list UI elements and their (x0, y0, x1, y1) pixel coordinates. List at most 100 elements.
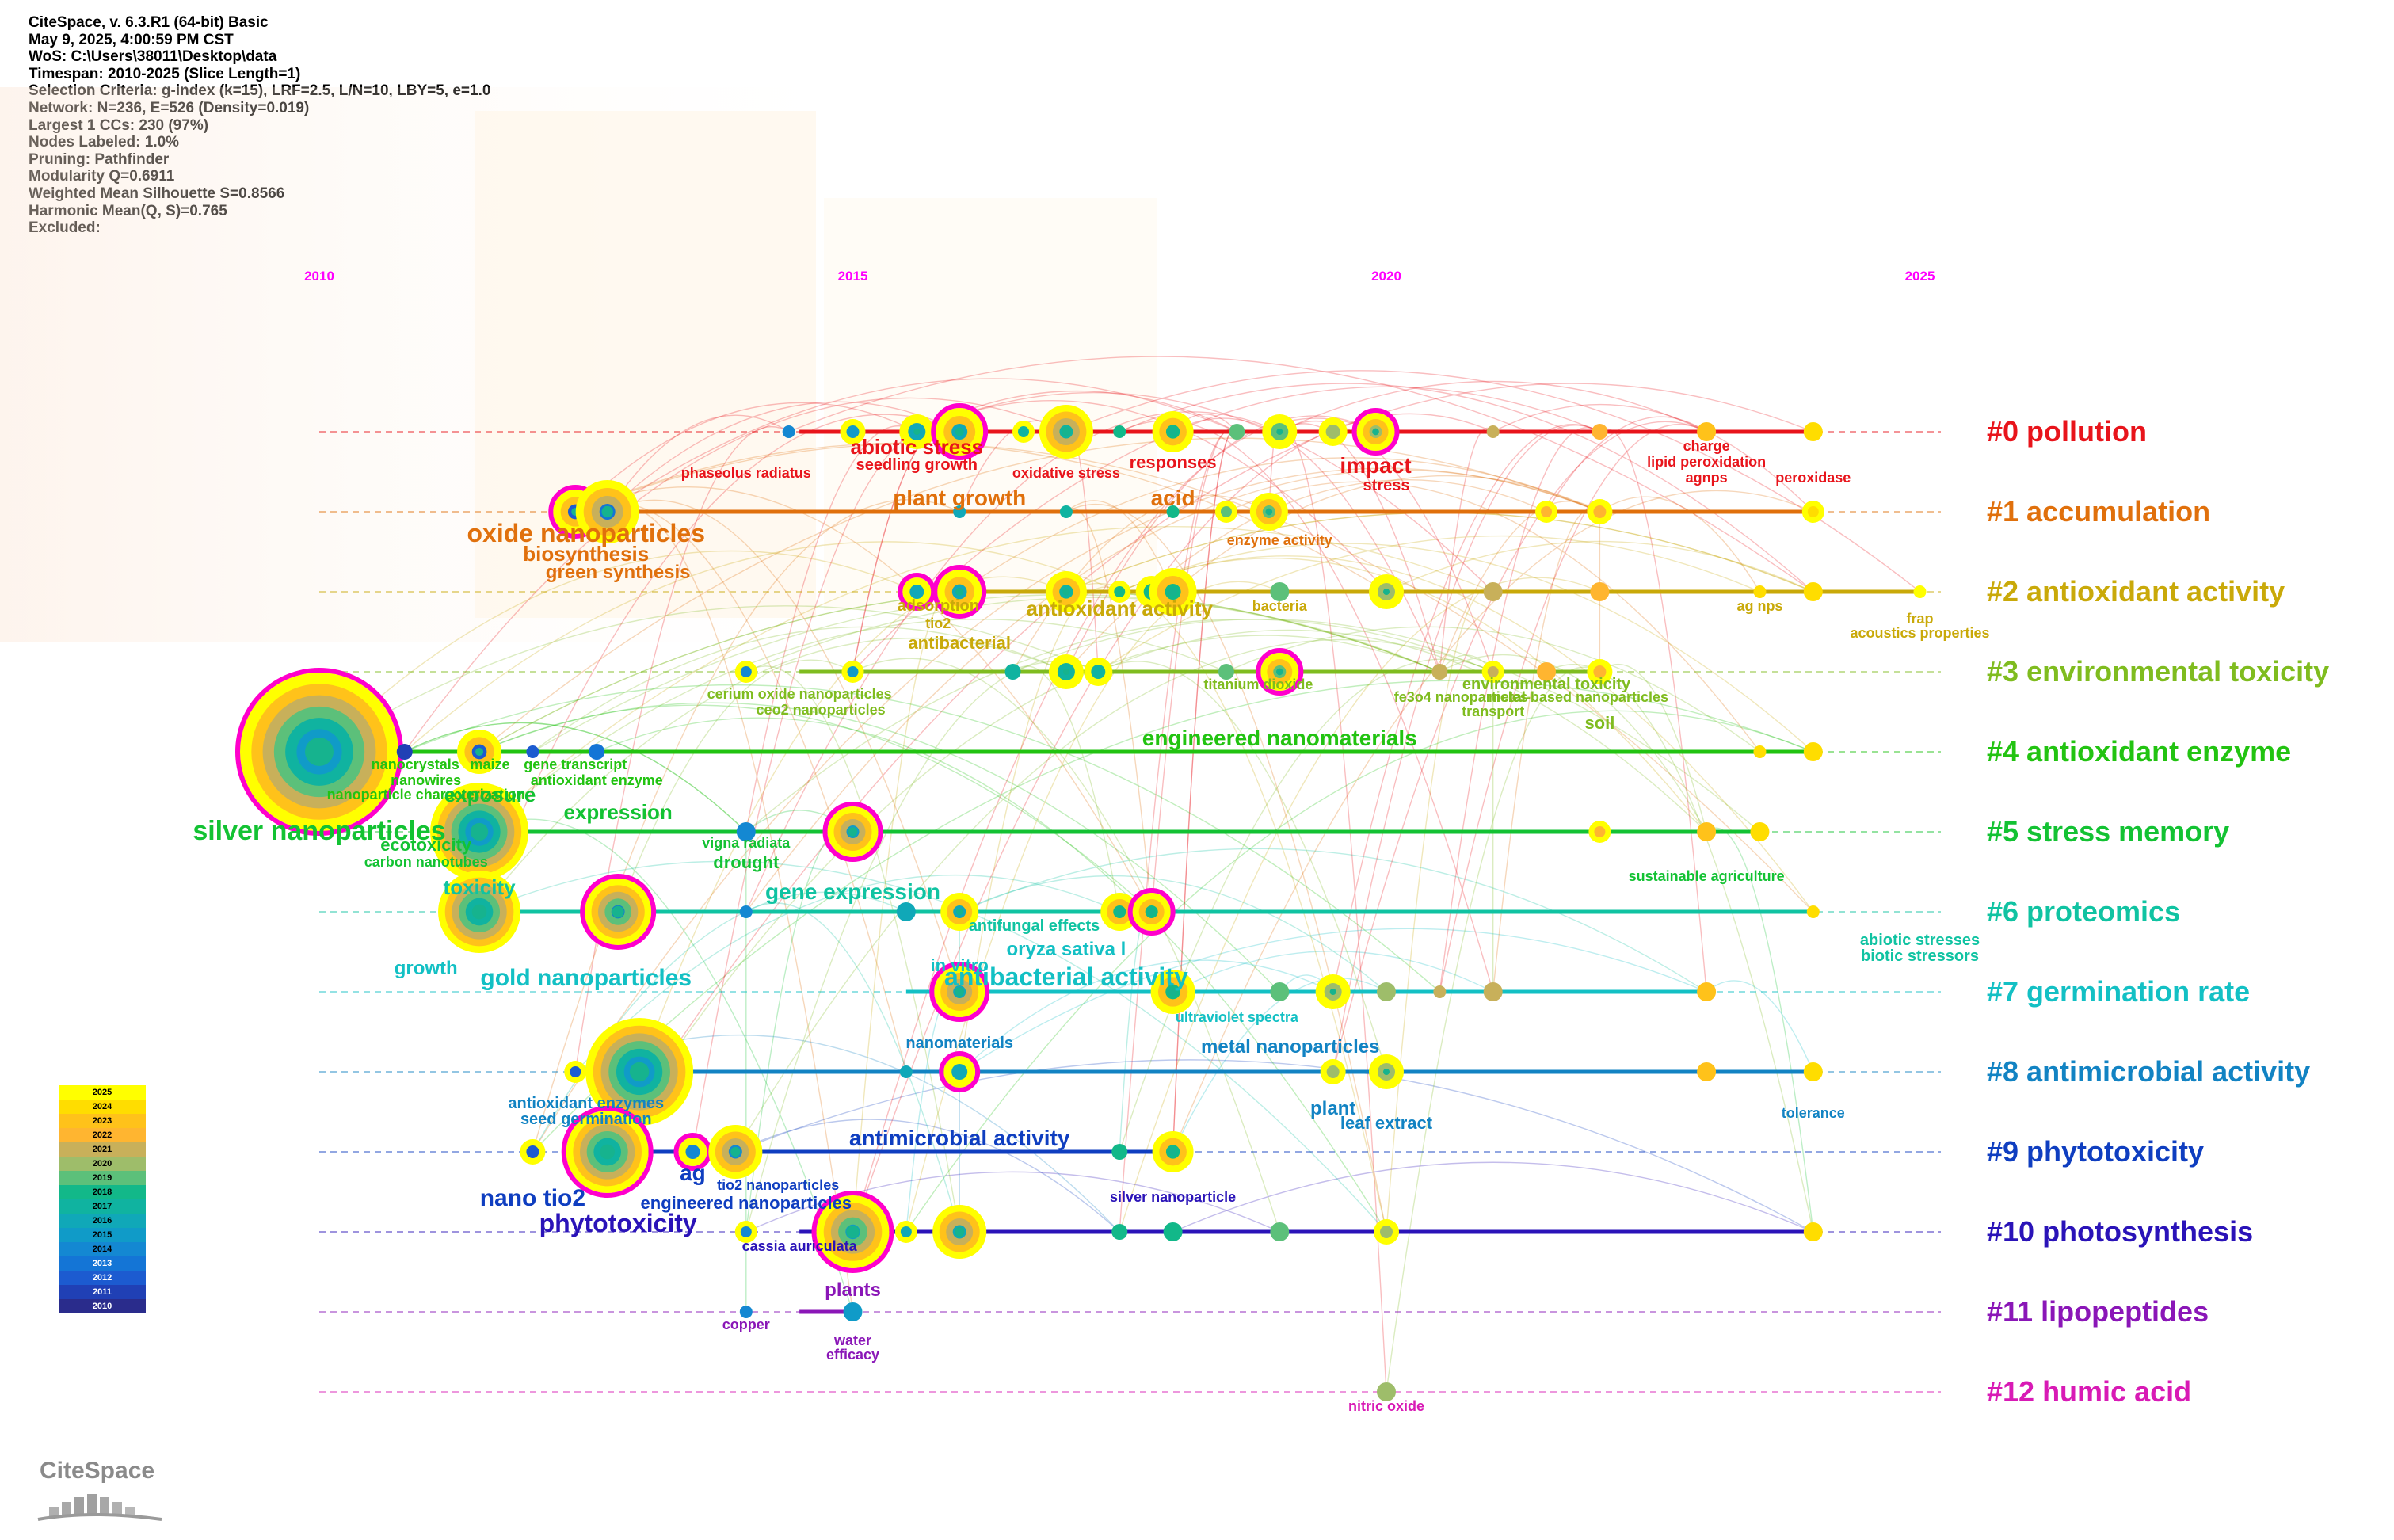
keyword-node[interactable] (1113, 425, 1126, 438)
keyword-node[interactable] (1697, 982, 1717, 1001)
keyword-node[interactable] (734, 661, 757, 683)
cluster-label[interactable]: #5 stress memory (1987, 815, 2229, 848)
cluster-labels[interactable]: #0 pollution #1 accumulation #2 antioxidan… (1987, 415, 2329, 1408)
keyword-node[interactable] (1535, 501, 1558, 523)
keyword-node[interactable] (939, 1051, 981, 1092)
keyword-node[interactable] (564, 1061, 587, 1083)
keyword-node[interactable] (1697, 422, 1717, 441)
keyword-node[interactable] (1481, 661, 1504, 683)
keyword-node[interactable] (1803, 1062, 1823, 1081)
keyword-node[interactable] (589, 744, 605, 760)
keyword-node[interactable] (1369, 574, 1404, 609)
keyword-node[interactable] (1537, 662, 1557, 681)
cluster-label[interactable]: #4 antioxidant enzyme (1987, 735, 2291, 768)
keyword-node[interactable] (1697, 1062, 1717, 1081)
keyword-node[interactable] (430, 783, 529, 881)
keyword-node[interactable] (1270, 982, 1290, 1001)
keyword-node[interactable] (1351, 408, 1400, 456)
keyword-node[interactable] (1262, 414, 1298, 449)
keyword-node[interactable] (1483, 582, 1503, 601)
keyword-node[interactable] (580, 874, 657, 950)
keyword-node[interactable] (1108, 581, 1131, 603)
keyword-node[interactable] (1256, 648, 1304, 696)
keyword-node[interactable] (235, 668, 403, 836)
cluster-label[interactable]: #11 lipopeptides (1987, 1295, 2209, 1328)
keyword-node[interactable] (708, 1125, 763, 1179)
keyword-node[interactable] (1374, 1219, 1399, 1245)
keyword-node[interactable] (822, 802, 883, 862)
keyword-node[interactable] (1590, 582, 1610, 601)
keyword-node[interactable] (896, 902, 916, 921)
cluster-label[interactable]: #8 antimicrobial activity (1987, 1055, 2310, 1088)
keyword-node[interactable] (1431, 664, 1448, 680)
keyword-node[interactable] (457, 730, 502, 774)
keyword-node[interactable] (1004, 664, 1021, 680)
keyword-node[interactable] (1913, 585, 1927, 598)
keyword-node[interactable] (739, 1306, 753, 1318)
keyword-node[interactable] (1012, 421, 1035, 443)
keyword-node[interactable] (1753, 745, 1767, 758)
keyword-node[interactable] (894, 1221, 917, 1243)
keyword-node[interactable] (1483, 982, 1503, 1001)
keyword-node[interactable] (1218, 664, 1234, 680)
keyword-node[interactable] (899, 1065, 913, 1078)
keyword-node[interactable] (1111, 1144, 1128, 1160)
keyword-node[interactable] (1270, 1222, 1290, 1241)
cluster-label[interactable]: #7 germination rate (1987, 975, 2250, 1008)
cluster-label[interactable]: #1 accumulation (1987, 495, 2210, 528)
keyword-node[interactable] (811, 1191, 894, 1273)
keyword-node[interactable] (520, 1139, 546, 1165)
keyword-node[interactable] (1750, 822, 1770, 841)
keyword-node[interactable] (1801, 501, 1824, 523)
keyword-node[interactable] (1806, 905, 1820, 918)
keyword-node[interactable] (1320, 1059, 1346, 1084)
keyword-node[interactable] (932, 565, 987, 619)
keyword-node[interactable] (585, 1018, 694, 1126)
keyword-node[interactable] (1753, 585, 1767, 598)
keyword-node[interactable] (1587, 499, 1613, 524)
keyword-node[interactable] (1803, 742, 1823, 761)
keyword-node[interactable] (841, 661, 864, 683)
keyword-node[interactable] (1214, 501, 1237, 523)
keyword-node[interactable] (1229, 424, 1245, 440)
keyword-node[interactable] (782, 425, 795, 438)
keyword-node[interactable] (739, 905, 753, 918)
keyword-nodes[interactable] (235, 403, 1927, 1401)
cluster-label[interactable]: #6 proteomics (1987, 895, 2180, 928)
cluster-label[interactable]: #12 humic acid (1987, 1375, 2191, 1408)
cluster-label[interactable]: #3 environmental toxicity (1987, 655, 2329, 688)
keyword-node[interactable] (1127, 888, 1176, 936)
keyword-node[interactable] (1163, 1222, 1183, 1241)
keyword-node[interactable] (1803, 1222, 1823, 1241)
keyword-node[interactable] (1315, 974, 1351, 1009)
keyword-node[interactable] (396, 744, 413, 760)
keyword-node[interactable] (1059, 505, 1073, 518)
keyword-node[interactable] (1039, 405, 1093, 459)
cluster-label[interactable]: #0 pollution (1987, 415, 2147, 448)
keyword-node[interactable] (1486, 425, 1500, 438)
keyword-node[interactable] (1150, 970, 1195, 1014)
keyword-node[interactable] (1369, 1054, 1404, 1089)
cluster-label[interactable]: #2 antioxidant activity (1987, 575, 2285, 608)
keyword-node[interactable] (1111, 1224, 1128, 1240)
keyword-node[interactable] (953, 505, 966, 518)
keyword-node[interactable] (1045, 571, 1087, 612)
keyword-node[interactable] (1152, 1131, 1194, 1172)
keyword-node[interactable] (1803, 582, 1823, 601)
keyword-node[interactable] (438, 871, 521, 953)
keyword-node[interactable] (734, 1221, 757, 1243)
keyword-node[interactable] (1433, 985, 1447, 998)
cluster-label[interactable]: #10 photosynthesis (1987, 1215, 2253, 1248)
keyword-node[interactable] (1592, 424, 1608, 440)
keyword-node[interactable] (575, 480, 639, 543)
keyword-node[interactable] (526, 745, 539, 758)
cluster-label[interactable]: #9 phytotoxicity (1987, 1135, 2204, 1168)
keyword-node[interactable] (840, 419, 866, 444)
keyword-node[interactable] (932, 1205, 987, 1259)
keyword-node[interactable] (1377, 1382, 1396, 1401)
keyword-node[interactable] (1588, 821, 1611, 843)
keyword-node[interactable] (1084, 658, 1113, 686)
keyword-node[interactable] (940, 893, 979, 931)
keyword-node[interactable] (1249, 493, 1288, 531)
